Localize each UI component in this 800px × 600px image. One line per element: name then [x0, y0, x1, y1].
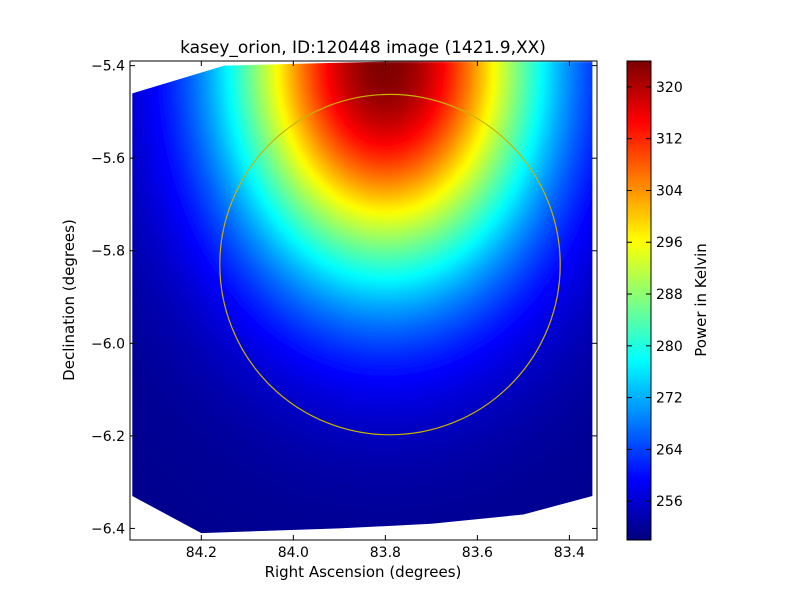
colorbar-gradient	[627, 61, 651, 540]
x-tick-label: 83.8	[370, 545, 401, 561]
aperture-circle	[219, 93, 561, 436]
colorbar-tick-label: 304	[656, 183, 683, 199]
y-tick-label: −5.8	[91, 244, 125, 260]
colorbar-frame	[626, 60, 652, 541]
x-tick-label: 83.6	[462, 545, 493, 561]
heatmap-image	[132, 61, 593, 534]
colorbar-tick-label: 288	[656, 287, 683, 303]
x-tick-label: 84.2	[186, 545, 217, 561]
y-axis-label: Declination (degrees)	[60, 219, 78, 381]
x-axis: 84.2 84.0 83.8 83.6 83.4	[186, 61, 585, 561]
y-tick-label: −6.0	[91, 336, 125, 352]
x-axis-label: Right Ascension (degrees)	[265, 563, 462, 581]
colorbar-tick-label: 312	[656, 132, 683, 148]
colorbar: 256 264 272 280 288 296 304 312 320 Power in Kel…	[626, 60, 710, 541]
colorbar-tick-label: 256	[656, 494, 683, 510]
y-axis: −5.4 −5.6 −5.8 −6.0 −6.2 −6.4	[91, 59, 597, 537]
y-tick-label: −6.4	[91, 521, 125, 537]
colorbar-tick-label: 272	[656, 391, 683, 407]
colorbar-tick-label: 280	[656, 339, 683, 355]
y-tick-label: −5.4	[91, 59, 125, 75]
colorbar-label: Power in Kelvin	[692, 243, 710, 357]
plot-frame	[129, 60, 598, 541]
y-tick-label: −5.6	[91, 151, 125, 167]
colorbar-tick-label: 296	[656, 235, 683, 251]
colorbar-tick-label: 320	[656, 80, 683, 96]
x-tick-label: 84.0	[278, 545, 309, 561]
plot-area: 84.2 84.0 83.8 83.6 83.4 −5.4 −5.6 −5.8 −6.0 −6.…	[91, 59, 598, 561]
y-tick-label: −6.2	[91, 429, 125, 445]
colorbar-tick-label: 264	[656, 442, 683, 458]
colorbar-ticks: 256 264 272 280 288 296 304 312 320	[627, 80, 683, 510]
x-tick-label: 83.4	[554, 545, 585, 561]
chart-title: kasey_orion, ID:120448 image (1421.9,XX)	[180, 38, 546, 58]
